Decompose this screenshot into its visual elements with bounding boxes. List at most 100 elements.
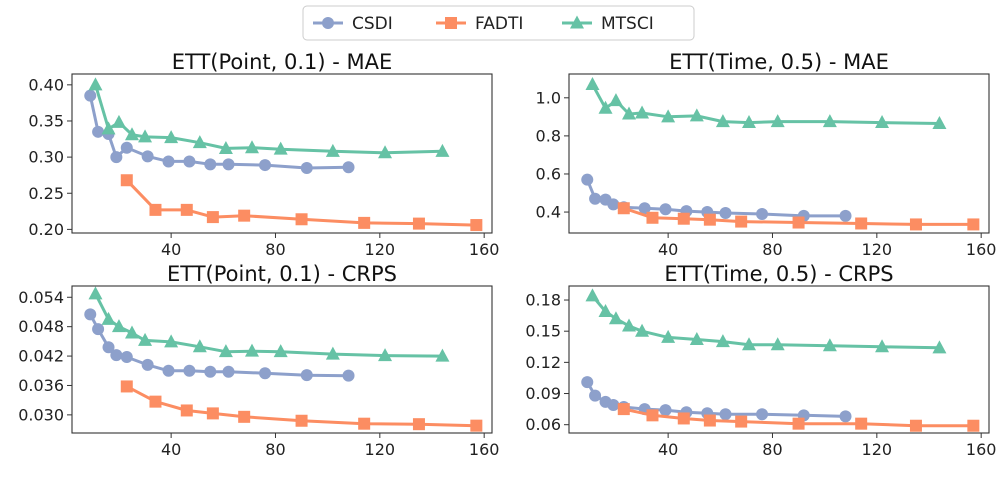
data-point-fadti [238,209,251,222]
data-point-csdi [102,341,115,354]
data-point-fadti [792,417,805,430]
data-point-csdi [204,158,217,171]
data-point-mtsci [325,346,340,360]
y-tick-label: 0.12 [525,353,561,372]
data-point-mtsci [622,106,636,120]
data-point-csdi [719,207,732,220]
data-point-mtsci [742,115,756,129]
data-point-mtsci [770,337,785,351]
data-point-fadti [646,211,659,224]
data-point-fadti [470,219,483,232]
y-tick-label: 0.25 [28,184,64,203]
data-point-fadti [149,395,162,408]
legend-label-mtsci: MTSCI [601,14,654,34]
data-point-mtsci [635,323,650,337]
data-point-mtsci [689,108,704,122]
data-point-mtsci [622,318,636,332]
y-tick-label: 0.06 [525,415,561,434]
data-point-fadti [412,418,425,431]
y-tick-label: 0.15 [525,322,561,341]
chart-panel-ett-time-0-5-crps: ETT(Time, 0.5) - CRPS 40 80 120 160 0.06 0.09 0… [525,262,996,459]
data-point-fadti [646,409,659,422]
data-point-csdi [183,155,196,168]
data-point-csdi [110,349,123,362]
data-point-mtsci [273,344,288,358]
data-point-fadti [180,203,193,216]
y-tick-label: 0.6 [536,164,561,183]
data-point-mtsci [88,77,103,91]
data-point-csdi [607,198,620,211]
legend-box [302,5,695,41]
data-point-csdi [756,207,769,220]
data-point-csdi [222,365,235,378]
data-point-mtsci [192,135,207,149]
x-tick-label: 40 [658,440,678,459]
data-point-fadti [909,419,922,432]
x-tick-label: 160 [966,440,996,459]
data-point-fadti [206,211,219,224]
data-point-mtsci [932,340,947,354]
data-point-mtsci [192,339,207,353]
data-point-fadti [735,415,748,428]
data-point-mtsci [111,114,126,128]
x-tick-label: 120 [365,240,396,259]
data-point-csdi [92,323,105,336]
data-point-mtsci [273,141,288,155]
data-point-mtsci [608,311,623,325]
data-point-mtsci [125,325,139,339]
series-line-mtsci [591,294,940,350]
data-point-csdi [581,173,594,186]
x-tick-label: 80 [762,240,782,259]
x-tick-label: 80 [265,240,285,259]
y-tick-label: 0.8 [536,126,561,145]
chart-title: ETT(Point, 0.1) - MAE [172,50,393,74]
data-point-fadti [120,380,133,393]
data-point-mtsci [218,140,233,154]
data-point-fadti [855,217,868,230]
data-point-csdi [162,155,175,168]
data-point-fadti [295,414,308,427]
data-point-mtsci [742,337,756,351]
y-tick-label: 0.40 [28,75,64,94]
data-point-csdi [162,364,175,377]
axes-frame [71,285,493,434]
data-point-csdi [342,161,355,174]
data-point-mtsci [715,334,730,348]
data-point-fadti [909,218,922,231]
chart-panel-ett-time-0-5-mae: ETT(Time, 0.5) - MAE 40 80 120 160 0.4 0.6 0.8 1… [536,50,996,259]
series-line-csdi [88,313,349,378]
axes-frame [71,73,493,234]
x-tick-label: 80 [762,440,782,459]
data-point-mtsci [101,121,116,135]
y-tick-label: 0.4 [536,203,561,222]
data-point-fadti [967,419,980,432]
y-tick-label: 0.042 [18,347,64,366]
chart-title: ETT(Point, 0.1) - CRPS [167,262,397,286]
data-point-mtsci [245,140,259,154]
y-tick-label: 0.30 [28,148,64,167]
data-point-csdi [839,410,852,423]
data-point-fadti [735,215,748,228]
data-point-mtsci [875,339,890,353]
data-point-fadti [412,217,425,230]
data-point-csdi [84,89,97,102]
chart-title: ETT(Time, 0.5) - MAE [669,50,889,74]
data-point-fadti [677,212,690,225]
axes-frame [568,285,990,434]
data-point-fadti [120,174,133,187]
data-point-mtsci [111,319,126,333]
data-point-fadti [149,203,162,216]
data-point-fadti [238,410,251,423]
data-point-csdi [92,125,105,138]
data-point-mtsci [435,348,450,362]
chart-panels: ETT(Point, 0.1) - MAE 40 80 120 160 0.20 0.25 0… [18,50,996,459]
data-point-csdi [120,141,133,154]
data-point-mtsci [101,311,116,325]
x-tick-label: 120 [862,240,893,259]
data-point-mtsci [164,130,179,144]
data-point-csdi [259,159,272,172]
legend-label-fadti: FADTI [475,14,523,34]
chart-title: ETT(Time, 0.5) - CRPS [664,262,893,286]
data-point-mtsci [435,143,450,157]
data-point-fadti [967,218,980,231]
